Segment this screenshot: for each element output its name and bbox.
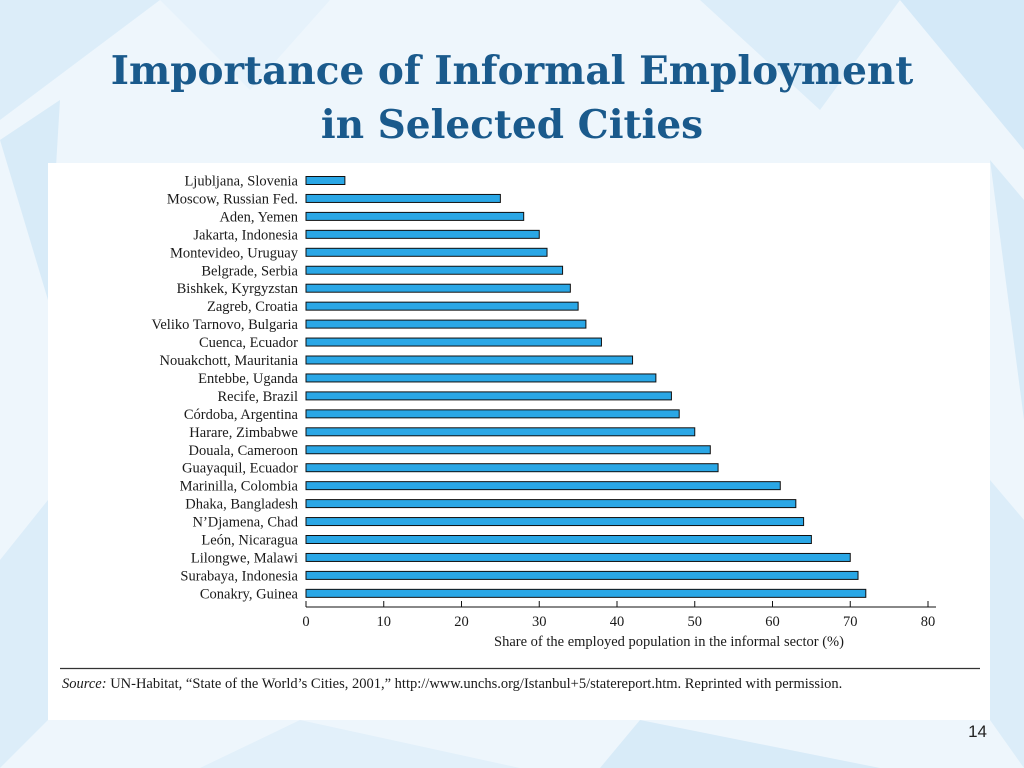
category-label: Zagreb, Croatia	[207, 299, 299, 315]
slide-title: Importance of Informal Employment in Sel…	[0, 44, 1024, 152]
category-label: Guayaquil, Ecuador	[182, 461, 298, 477]
source-text: UN-Habitat, “State of the World’s Cities…	[110, 676, 843, 692]
category-label: Bishkek, Kyrgyzstan	[177, 281, 299, 297]
category-label: Córdoba, Argentina	[184, 407, 299, 423]
category-label: Cuenca, Ecuador	[199, 335, 298, 351]
bar	[305, 552, 851, 562]
category-label: León, Nicaragua	[201, 533, 298, 549]
bar	[305, 373, 657, 383]
bar	[305, 391, 672, 401]
x-axis: 0 10 20 30 40 50 60 70 80	[302, 601, 936, 630]
bar	[305, 211, 525, 221]
bar	[305, 229, 540, 239]
x-tick-label: 60	[765, 614, 780, 630]
category-label: Harare, Zimbabwe	[189, 425, 298, 441]
bar	[305, 265, 564, 275]
figure-panel: Ljubljana, Slovenia Moscow, Russian Fed. A…	[48, 163, 990, 720]
source-divider	[60, 667, 980, 670]
bar	[305, 570, 859, 580]
category-label: Lilongwe, Malawi	[191, 550, 298, 566]
bar	[305, 337, 602, 347]
category-label: Belgrade, Serbia	[201, 263, 298, 279]
source-label: Source:	[62, 676, 107, 692]
category-label: Entebbe, Uganda	[198, 371, 298, 387]
category-label: N’Djamena, Chad	[193, 515, 299, 531]
slide-title-line-2: in Selected Cities	[320, 102, 704, 148]
category-label: Recife, Brazil	[217, 389, 298, 405]
x-tick-label: 80	[921, 614, 936, 630]
category-label: Douala, Cameroon	[188, 443, 298, 459]
bar	[305, 319, 587, 329]
category-label: Nouakchott, Mauritania	[159, 353, 298, 369]
x-axis-title: Share of the employed population in the …	[494, 634, 844, 650]
x-tick-label: 50	[688, 614, 703, 630]
slide-number: 14	[968, 722, 987, 741]
category-label: Aden, Yemen	[219, 209, 298, 225]
bar	[305, 193, 501, 203]
bar	[305, 283, 571, 293]
x-tick-label: 40	[610, 614, 625, 630]
category-label: Montevideo, Uruguay	[170, 245, 299, 261]
category-label: Dhaka, Bangladesh	[185, 497, 298, 513]
bar	[305, 588, 867, 598]
bar	[305, 409, 680, 419]
category-label: Moscow, Russian Fed.	[167, 191, 298, 207]
category-label: Marinilla, Colombia	[180, 479, 299, 495]
bar	[305, 445, 711, 455]
bar	[305, 463, 719, 473]
slide-title-line-1: Importance of Informal Employment	[110, 48, 914, 94]
category-label: Veliko Tarnovo, Bulgaria	[151, 317, 298, 333]
bar	[305, 176, 346, 185]
bar	[305, 427, 696, 437]
bar	[305, 481, 781, 491]
category-label: Conakry, Guinea	[200, 586, 299, 602]
x-tick-label: 10	[377, 614, 392, 630]
x-tick-label: 20	[454, 614, 469, 630]
category-label: Surabaya, Indonesia	[180, 568, 298, 584]
bar	[305, 499, 797, 509]
source-note: Source: UN-Habitat, “State of the World’…	[62, 675, 982, 693]
x-tick-label: 0	[302, 614, 309, 630]
category-label: Jakarta, Indonesia	[193, 227, 298, 243]
bar	[305, 247, 548, 257]
x-tick-label: 70	[843, 614, 858, 630]
bar	[305, 517, 805, 527]
category-label: Ljubljana, Slovenia	[184, 174, 298, 190]
bar	[305, 355, 634, 365]
bar	[305, 301, 579, 311]
bar	[305, 535, 812, 544]
x-tick-label: 30	[532, 614, 547, 630]
